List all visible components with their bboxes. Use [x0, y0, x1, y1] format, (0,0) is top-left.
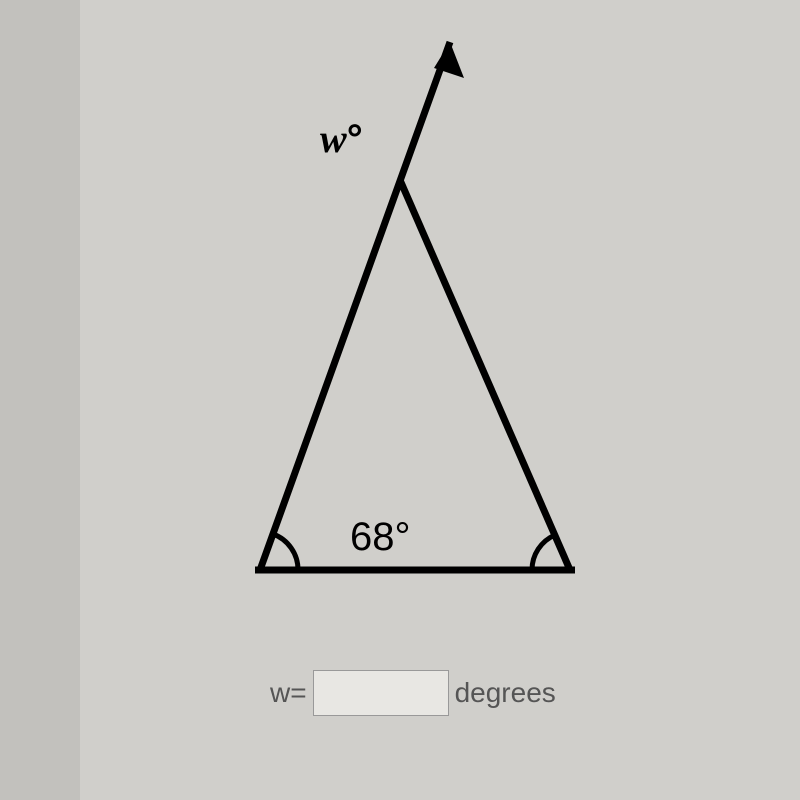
- base-angle-label: 68°: [350, 515, 411, 560]
- answer-unit: degrees: [455, 677, 556, 709]
- right-side: [400, 180, 570, 570]
- left-margin-strip: [0, 0, 80, 800]
- answer-variable: w: [270, 677, 290, 709]
- triangle-svg: [180, 30, 660, 610]
- exterior-angle-label: w°: [320, 115, 363, 162]
- answer-equals: =: [290, 677, 306, 709]
- base-right-angle-arc: [532, 535, 555, 570]
- angle-w-degree: °: [347, 117, 363, 161]
- angle-w-text: w: [320, 116, 347, 161]
- base-left-angle-arc: [273, 534, 298, 570]
- diagram-container: w° 68° w = degrees: [80, 0, 760, 800]
- answer-input[interactable]: [313, 670, 449, 716]
- answer-row: w = degrees: [270, 670, 556, 716]
